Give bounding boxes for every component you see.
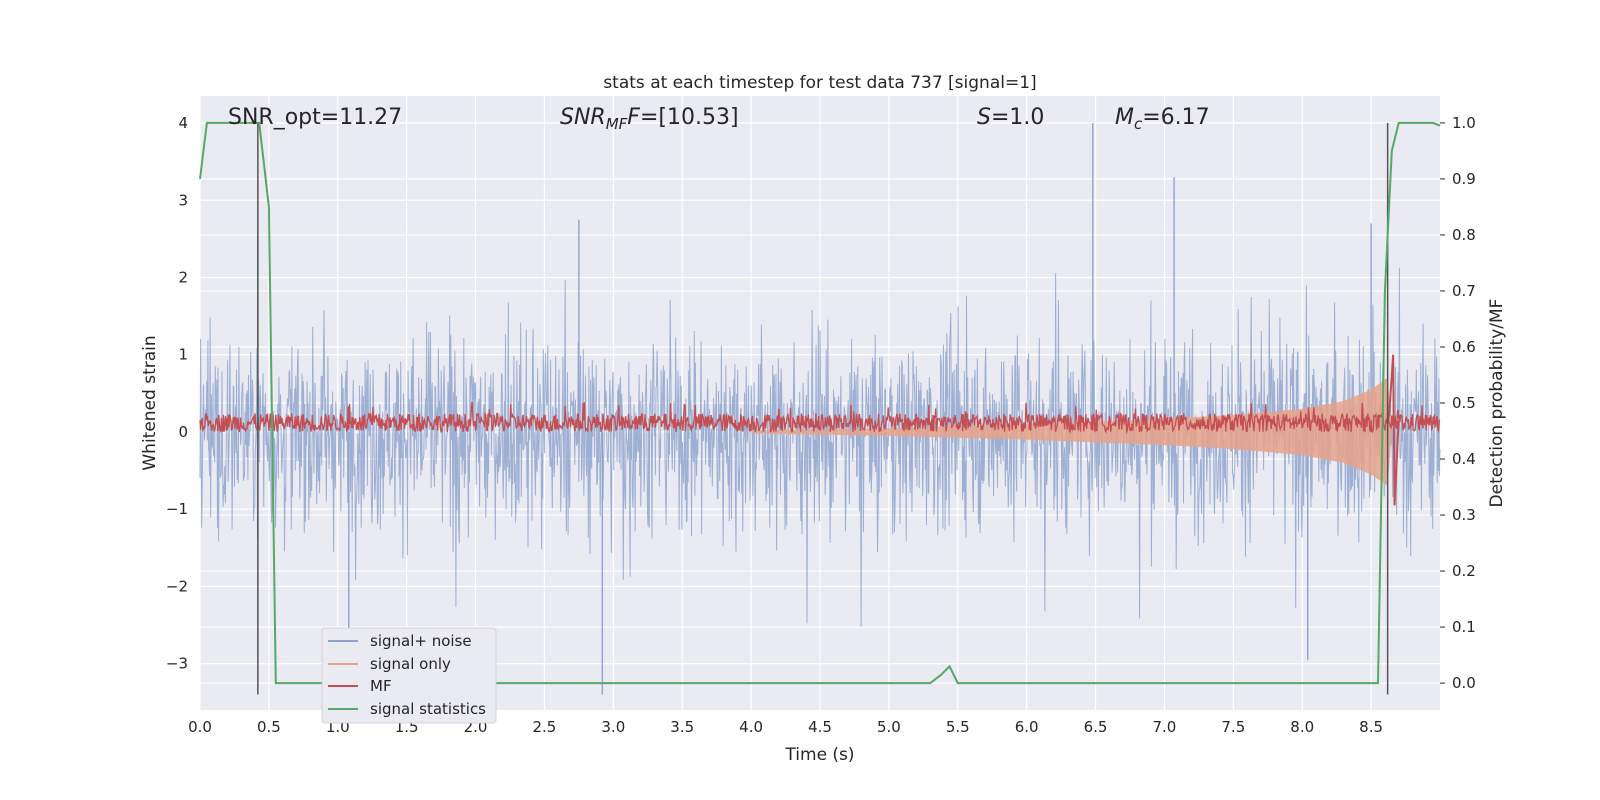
y-tick-label-left: 3 [178,191,188,209]
y-tick-label-right: 0.4 [1452,450,1476,468]
y-tick-label-left: −2 [166,577,188,595]
annotation-mc: Mc=6.17 [1115,105,1210,133]
y-axis-label-right: Detection probability/MF [1487,299,1507,508]
x-tick-label: 5.0 [877,718,901,736]
x-tick-label: 4.0 [739,718,763,736]
annotation-snr-mf-symbol: SNR [560,105,606,130]
annotation-snr-opt: SNR_opt=11.27 [228,105,402,130]
legend-label-signal-statistics: signal statistics [370,700,486,718]
y-axis-label-left: Whitened strain [140,335,160,470]
annotation-snr-mf-subscript: MF [606,115,628,133]
x-tick-label: 8.5 [1359,718,1383,736]
y-tick-label-left: 2 [178,268,188,286]
x-tick-label: 7.0 [1153,718,1177,736]
chirp-envelope [751,378,1392,486]
signal-statistics-line [199,121,1441,685]
y-tick-label-left: 0 [178,423,188,441]
annotation-snr-mf: SNRMFF=[10.53] [560,105,739,133]
x-tick-label: 8.0 [1290,718,1314,736]
y-tick-label-right: 1.0 [1452,114,1476,132]
y-tick-label-right: 0.8 [1452,226,1476,244]
y-tick-label-left: 1 [178,346,188,364]
y-tick-label-right: 0.0 [1452,674,1476,692]
mf-trace [199,401,1441,435]
chart-title: stats at each timestep for test data 737… [603,73,1036,93]
noise-trace [199,267,1441,627]
y-tick-label-right: 0.6 [1452,338,1476,356]
series-signal-only [751,378,1392,486]
x-tick-label: 4.5 [808,718,832,736]
x-tick-label: 2.5 [533,718,557,736]
y-tick-label-right: 0.2 [1452,562,1476,580]
x-tick-label: 0.5 [257,718,281,736]
y-tick-label-right: 0.1 [1452,618,1476,636]
y-tick-label-left: −3 [166,655,188,673]
legend-box [321,627,497,724]
y-tick-label-right: 0.3 [1452,506,1476,524]
series-mf [199,354,1441,506]
y-tick-label-right: 0.7 [1452,282,1476,300]
x-tick-label: 5.5 [946,718,970,736]
x-tick-label: 3.0 [601,718,625,736]
y-tick-label-left: −1 [166,500,188,518]
x-axis-label: Time (s) [784,745,854,765]
axis-ticks: 0.0 0.5 1.0 1.5 2.0 2.5 3.0 3.5 4.0 4.5 5.0 5.5 6.0 6… [166,114,1476,736]
legend-label-signal-noise: signal+ noise [370,632,472,650]
legend-label-mf: MF [370,677,392,695]
x-tick-label: 6.0 [1015,718,1039,736]
annotation-s: S=1.0 [977,105,1044,130]
annotation-snr-mf-value: =[10.53] [640,105,739,130]
y-tick-label-right: 0.5 [1452,394,1476,412]
y-tick-label-left: 4 [178,114,188,132]
series-signal-statistics [199,121,1441,685]
x-tick-label: 0.0 [188,718,212,736]
legend-label-signal-only: signal only [370,655,451,673]
legend: signal+ noise signal only MF signal stat… [321,627,497,724]
x-tick-label: 3.5 [670,718,694,736]
y-tick-label-right: 0.9 [1452,170,1476,188]
mf-spike [1388,354,1400,506]
x-tick-label: 6.5 [1084,718,1108,736]
x-tick-label: 7.5 [1221,718,1245,736]
